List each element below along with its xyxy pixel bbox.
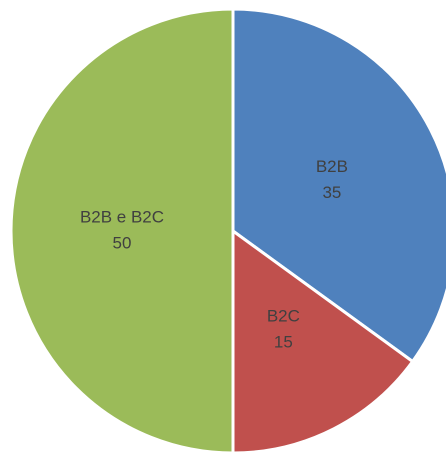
slice-label-name: B2B	[316, 157, 348, 176]
slice-label-value: 50	[113, 233, 132, 252]
slice-label-name: B2C	[267, 306, 300, 325]
slice-label-value: 35	[322, 183, 341, 202]
pie-slice	[231, 7, 446, 363]
slice-label-name: B2B e B2C	[80, 207, 164, 226]
pie-slice	[9, 7, 235, 453]
slice-label-value: 15	[274, 332, 293, 351]
pie-slice	[231, 229, 415, 453]
